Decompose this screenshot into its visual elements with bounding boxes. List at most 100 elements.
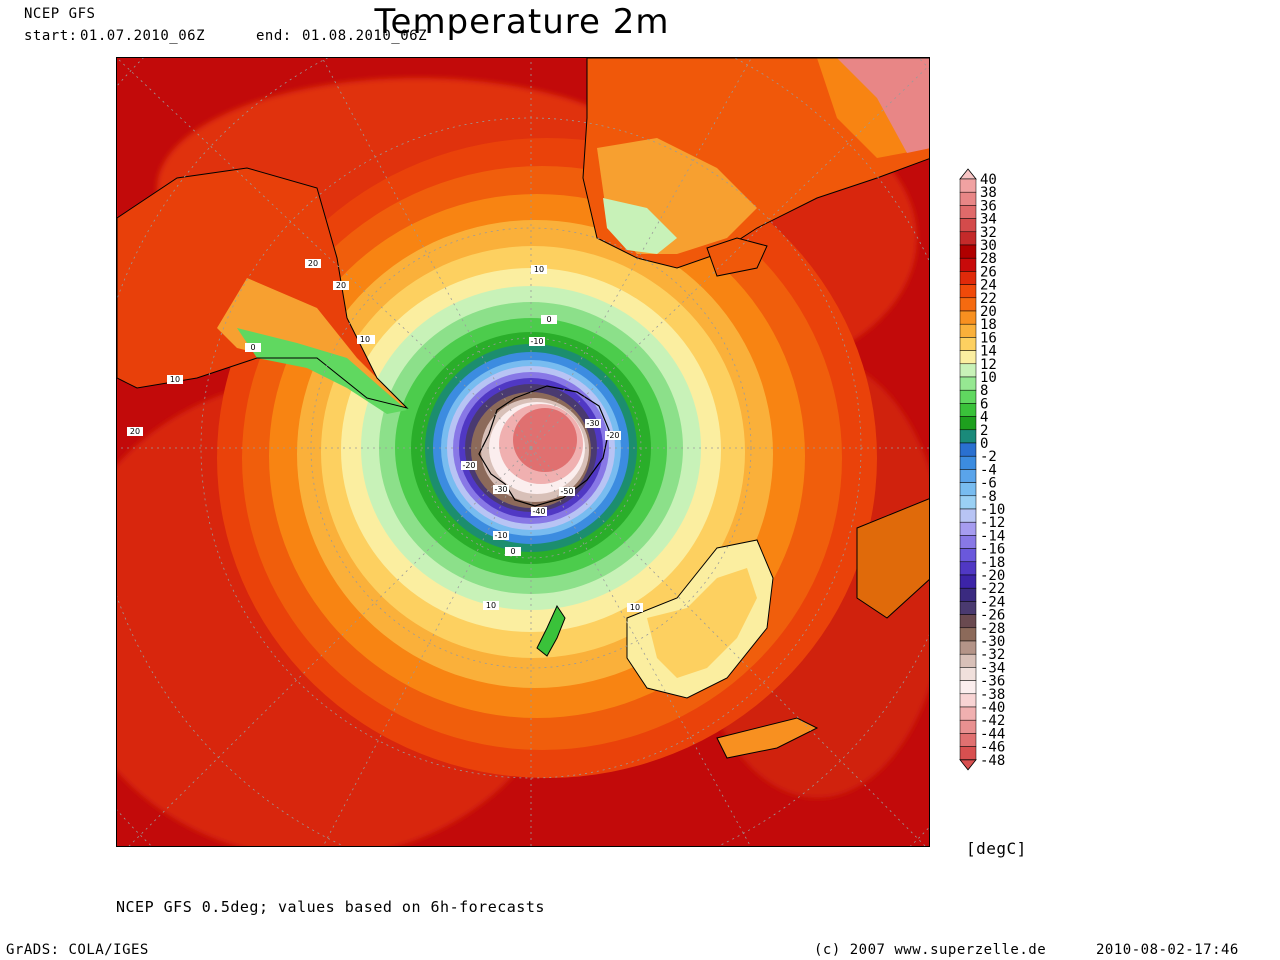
legend-label: -12 bbox=[980, 515, 1005, 531]
contour-label-box bbox=[461, 461, 477, 470]
contour-label-box bbox=[529, 337, 545, 346]
contour-label: 10 bbox=[486, 601, 496, 610]
contour-label-box bbox=[627, 603, 643, 612]
legend-swatch bbox=[959, 482, 977, 497]
contour-label-box bbox=[605, 431, 621, 440]
legend-label: -4 bbox=[980, 462, 997, 478]
legend-swatch bbox=[959, 205, 977, 219]
legend-swatch bbox=[959, 178, 977, 193]
contour-label: 0 bbox=[250, 343, 255, 352]
contour-label-box bbox=[585, 419, 601, 428]
legend-swatch bbox=[959, 337, 977, 351]
contour-label-box bbox=[357, 335, 373, 344]
model-name: NCEP GFS bbox=[24, 6, 96, 22]
contour-label-box bbox=[127, 427, 143, 436]
contour-label-box bbox=[333, 281, 349, 290]
end-label: end: bbox=[256, 28, 292, 44]
legend-label: 34 bbox=[980, 212, 997, 228]
legend-swatch bbox=[959, 535, 977, 549]
legend-swatch bbox=[959, 548, 977, 563]
legend-swatch bbox=[959, 746, 977, 761]
graticule bbox=[117, 58, 929, 846]
legend-label: -28 bbox=[980, 621, 1005, 637]
contour-label: 10 bbox=[170, 375, 180, 384]
legend-swatch bbox=[959, 191, 977, 206]
contour-label-box bbox=[531, 265, 547, 274]
contour-label: -40 bbox=[532, 507, 545, 516]
legend-swatch bbox=[959, 680, 977, 695]
new-zealand bbox=[536, 604, 566, 657]
legend-swatch bbox=[959, 653, 977, 668]
legend-swatch bbox=[959, 389, 977, 404]
contour-label-box bbox=[167, 375, 183, 384]
contour-label: -50 bbox=[560, 487, 573, 496]
legend-swatch bbox=[959, 495, 977, 510]
legend-swatch bbox=[959, 218, 977, 233]
chart-title: Temperature 2m bbox=[374, 2, 670, 42]
legend-swatch bbox=[959, 693, 977, 708]
legend-swatch bbox=[959, 416, 977, 431]
legend-label: 20 bbox=[980, 304, 997, 320]
legend-label: -6 bbox=[980, 476, 997, 492]
legend-swatch bbox=[959, 363, 977, 378]
legend-label: 12 bbox=[980, 357, 997, 373]
start-label: start: bbox=[24, 28, 78, 44]
legend-label: -30 bbox=[980, 634, 1005, 650]
africa-landmass bbox=[582, 58, 929, 277]
legend-label: -24 bbox=[980, 594, 1005, 610]
contour-label-box bbox=[531, 507, 547, 516]
legend-label: -8 bbox=[980, 489, 997, 505]
contour-label: -10 bbox=[530, 337, 543, 346]
legend-swatch bbox=[959, 442, 977, 457]
legend-unit: [degC] bbox=[966, 839, 1027, 858]
legend-label: -36 bbox=[980, 674, 1005, 690]
legend-label: 32 bbox=[980, 225, 997, 241]
southeast-asia-islands bbox=[716, 498, 929, 759]
legend-label: -16 bbox=[980, 542, 1005, 558]
legend-swatch bbox=[959, 627, 977, 642]
contour-label: 0 bbox=[510, 547, 515, 556]
legend-swatch bbox=[959, 640, 977, 655]
legend-swatch bbox=[959, 429, 977, 444]
footer-timestamp: 2010-08-02-17:46 bbox=[1096, 942, 1239, 958]
legend-swatch bbox=[959, 561, 977, 576]
contour-label: -30 bbox=[586, 419, 599, 428]
legend-label: -34 bbox=[980, 660, 1005, 676]
legend-label: 8 bbox=[980, 383, 988, 399]
legend-swatch bbox=[959, 455, 977, 470]
legend-label: -40 bbox=[980, 700, 1005, 716]
legend-swatch bbox=[959, 323, 977, 338]
legend-label: -18 bbox=[980, 555, 1005, 571]
contour-label: 20 bbox=[130, 427, 140, 436]
end-value: 01.08.2010_06Z bbox=[302, 28, 428, 44]
antarctica-coastline bbox=[478, 385, 610, 507]
legend-swatch bbox=[959, 469, 977, 483]
legend-swatch bbox=[959, 508, 977, 523]
legend-swatch bbox=[959, 403, 977, 417]
contour-label-box bbox=[493, 485, 509, 494]
legend-label: -44 bbox=[980, 726, 1005, 742]
legend-label: -46 bbox=[980, 740, 1005, 756]
color-legend: 4038363432302826242220181614121086420-2-… bbox=[959, 168, 1005, 771]
contour-label: -10 bbox=[494, 531, 507, 540]
south-america-landmass bbox=[117, 167, 409, 414]
legend-label: -2 bbox=[980, 449, 997, 465]
contour-label: -20 bbox=[606, 431, 619, 440]
legend-label: 30 bbox=[980, 238, 997, 254]
start-value: 01.07.2010_06Z bbox=[80, 28, 206, 44]
contour-label-box bbox=[305, 259, 321, 268]
legend-swatch bbox=[959, 297, 977, 312]
legend-label: -32 bbox=[980, 647, 1005, 663]
legend-label: 14 bbox=[980, 344, 997, 360]
legend-label: 2 bbox=[980, 423, 988, 439]
contour-label: 10 bbox=[360, 335, 370, 344]
legend-swatch bbox=[959, 667, 977, 681]
legend-swatch bbox=[959, 706, 977, 721]
footer-description: NCEP GFS 0.5deg; values based on 6h-fore… bbox=[116, 898, 545, 916]
legend-swatch bbox=[959, 733, 977, 747]
footer-copyright: (c) 2007 www.superzelle.de bbox=[814, 942, 1047, 958]
contour-label: 10 bbox=[534, 265, 544, 274]
legend-label: -22 bbox=[980, 581, 1005, 597]
legend-swatch bbox=[959, 614, 977, 629]
legend-label: -10 bbox=[980, 502, 1005, 518]
